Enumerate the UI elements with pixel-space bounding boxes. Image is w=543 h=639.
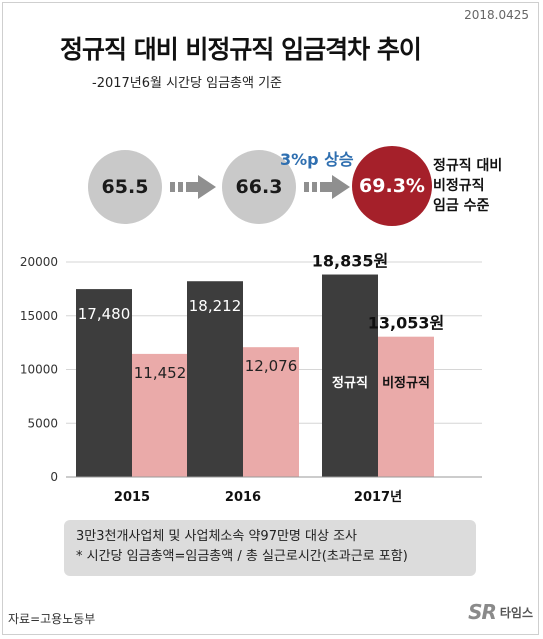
x-tick-label: 2016 — [225, 490, 261, 505]
data-label: 12,076 — [245, 357, 298, 375]
y-tick-label: 20000 — [20, 255, 58, 269]
ratio-circle-2016: 66.3 — [222, 150, 296, 224]
bar-nonregular — [132, 353, 188, 477]
bar-nonregular — [378, 336, 434, 477]
data-label: 17,480 — [78, 305, 131, 323]
publisher-logo: SR 타임스 — [468, 600, 533, 624]
logo-text: 타임스 — [499, 605, 533, 620]
ratio-value-2016: 66.3 — [235, 176, 283, 198]
page-subtitle: -2017년6월 시간당 임금총액 기준 — [92, 76, 283, 91]
date-stamp: 2018.0425 — [464, 8, 529, 22]
data-label: 13,053원 — [368, 314, 444, 333]
note-line: 3만3천개사업체 및 사업체소속 약97만명 대상 조사 — [76, 529, 357, 544]
bar-regular — [76, 289, 132, 477]
ratio-circle-2015: 65.5 — [88, 150, 162, 224]
arrow-right-icon — [170, 175, 216, 199]
series-label: 정규직 — [332, 375, 368, 391]
arrow-right-icon — [304, 175, 350, 199]
data-label: 18,835원 — [312, 252, 388, 271]
x-tick-label: 2015 — [114, 490, 150, 505]
ratio-circle-2017: 69.3% — [352, 146, 432, 226]
wage-bar-chart: 0 5000 10000 15000 20000 17,480 11,452 2015 18,2… — [20, 252, 482, 505]
increase-label: 3%p 상승 — [280, 150, 354, 169]
bar-regular — [187, 281, 243, 477]
logo-mark: SR — [468, 600, 497, 624]
bar-nonregular — [243, 347, 299, 477]
ratio-description-line: 비정규직 — [433, 178, 485, 194]
bar-regular — [322, 274, 378, 477]
y-tick-label: 15000 — [20, 309, 58, 323]
ratio-value-2015: 65.5 — [101, 176, 149, 198]
ratio-value-2017: 69.3% — [359, 175, 425, 197]
source-credit: 자료=고용노동부 — [8, 612, 96, 626]
note-line: * 시간당 임금총액=임금총액 / 총 실근로시간(초과근로 포함) — [76, 549, 408, 564]
notes-box — [64, 520, 476, 576]
ratio-description-line: 정규직 대비 — [433, 158, 503, 174]
y-tick-label: 10000 — [20, 363, 58, 377]
data-label: 18,212 — [189, 297, 242, 315]
ratio-description: 정규직 대비 비정규직 임금 수준 — [433, 156, 502, 216]
ratio-description-line: 임금 수준 — [433, 198, 490, 214]
y-tick-label: 5000 — [27, 416, 58, 430]
series-label: 비정규직 — [382, 375, 430, 391]
page-title: 정규직 대비 비정규직 임금격차 추이 — [60, 35, 422, 64]
x-tick-label: 2017년 — [354, 490, 402, 505]
y-tick-label: 0 — [50, 470, 58, 484]
data-label: 11,452 — [134, 364, 187, 382]
